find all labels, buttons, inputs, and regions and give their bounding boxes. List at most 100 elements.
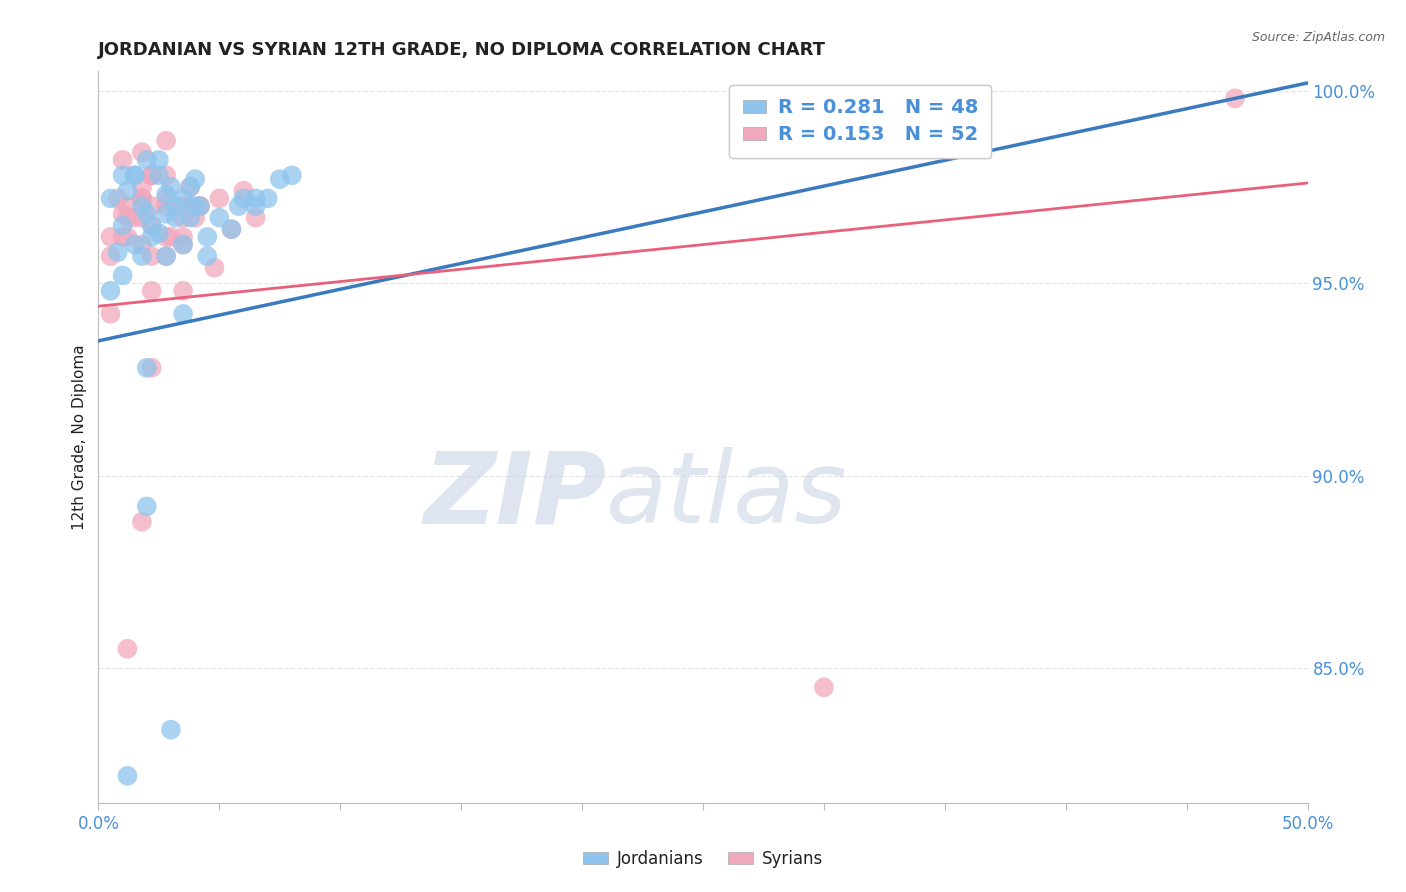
Point — [172, 191, 194, 205]
Point — [131, 249, 153, 263]
Point — [155, 134, 177, 148]
Text: atlas: atlas — [606, 447, 848, 544]
Point — [179, 199, 201, 213]
Point — [117, 199, 139, 213]
Point — [135, 500, 157, 514]
Point — [131, 191, 153, 205]
Point — [179, 211, 201, 225]
Point — [131, 191, 153, 205]
Point — [179, 179, 201, 194]
Point — [155, 191, 177, 205]
Point — [117, 769, 139, 783]
Point — [111, 230, 134, 244]
Point — [141, 169, 163, 183]
Point — [208, 211, 231, 225]
Point — [208, 191, 231, 205]
Point — [256, 191, 278, 205]
Point — [172, 237, 194, 252]
Point — [100, 230, 122, 244]
Point — [269, 172, 291, 186]
Text: JORDANIAN VS SYRIAN 12TH GRADE, NO DIPLOMA CORRELATION CHART: JORDANIAN VS SYRIAN 12TH GRADE, NO DIPLO… — [98, 41, 827, 59]
Point — [141, 219, 163, 233]
Point — [107, 245, 129, 260]
Point — [131, 191, 153, 205]
Point — [232, 184, 254, 198]
Point — [245, 211, 267, 225]
Point — [135, 360, 157, 375]
Point — [131, 515, 153, 529]
Point — [160, 230, 183, 244]
Point — [160, 179, 183, 194]
Point — [131, 237, 153, 252]
Point — [141, 169, 163, 183]
Point — [281, 169, 304, 183]
Point — [124, 237, 146, 252]
Point — [228, 199, 250, 213]
Point — [179, 179, 201, 194]
Point — [165, 199, 187, 213]
Point — [155, 230, 177, 244]
Point — [111, 153, 134, 167]
Point — [111, 268, 134, 283]
Point — [204, 260, 226, 275]
Point — [141, 360, 163, 375]
Point — [124, 211, 146, 225]
Point — [195, 230, 218, 244]
Legend: R = 0.281   N = 48, R = 0.153   N = 52: R = 0.281 N = 48, R = 0.153 N = 52 — [728, 85, 991, 158]
Point — [141, 169, 163, 183]
Point — [117, 184, 139, 198]
Point — [148, 169, 170, 183]
Point — [117, 211, 139, 225]
Point — [245, 191, 267, 205]
Point — [131, 211, 153, 225]
Point — [172, 199, 194, 213]
Point — [188, 199, 211, 213]
Point — [195, 249, 218, 263]
Point — [221, 222, 243, 236]
Point — [131, 145, 153, 160]
Point — [135, 207, 157, 221]
Point — [141, 249, 163, 263]
Point — [117, 641, 139, 656]
Point — [172, 307, 194, 321]
Point — [111, 207, 134, 221]
Point — [117, 230, 139, 244]
Point — [124, 169, 146, 183]
Point — [141, 230, 163, 244]
Point — [155, 249, 177, 263]
Point — [155, 249, 177, 263]
Point — [160, 723, 183, 737]
Point — [813, 681, 835, 695]
Point — [155, 169, 177, 183]
Point — [232, 191, 254, 205]
Point — [172, 230, 194, 244]
Point — [184, 211, 207, 225]
Point — [131, 179, 153, 194]
Point — [245, 199, 267, 213]
Point — [184, 172, 207, 186]
Point — [221, 222, 243, 236]
Point — [155, 207, 177, 221]
Point — [141, 219, 163, 233]
Text: ZIP: ZIP — [423, 447, 606, 544]
Point — [100, 191, 122, 205]
Point — [131, 199, 153, 213]
Text: Source: ZipAtlas.com: Source: ZipAtlas.com — [1251, 31, 1385, 45]
Point — [135, 153, 157, 167]
Point — [111, 169, 134, 183]
Point — [100, 284, 122, 298]
Point — [155, 187, 177, 202]
Point — [111, 219, 134, 233]
Point — [141, 284, 163, 298]
Legend: Jordanians, Syrians: Jordanians, Syrians — [576, 844, 830, 875]
Point — [148, 153, 170, 167]
Point — [172, 284, 194, 298]
Point — [165, 211, 187, 225]
Point — [172, 211, 194, 225]
Point — [1223, 91, 1246, 105]
Point — [188, 199, 211, 213]
Point — [172, 237, 194, 252]
Point — [107, 191, 129, 205]
Point — [124, 169, 146, 183]
Y-axis label: 12th Grade, No Diploma: 12th Grade, No Diploma — [72, 344, 87, 530]
